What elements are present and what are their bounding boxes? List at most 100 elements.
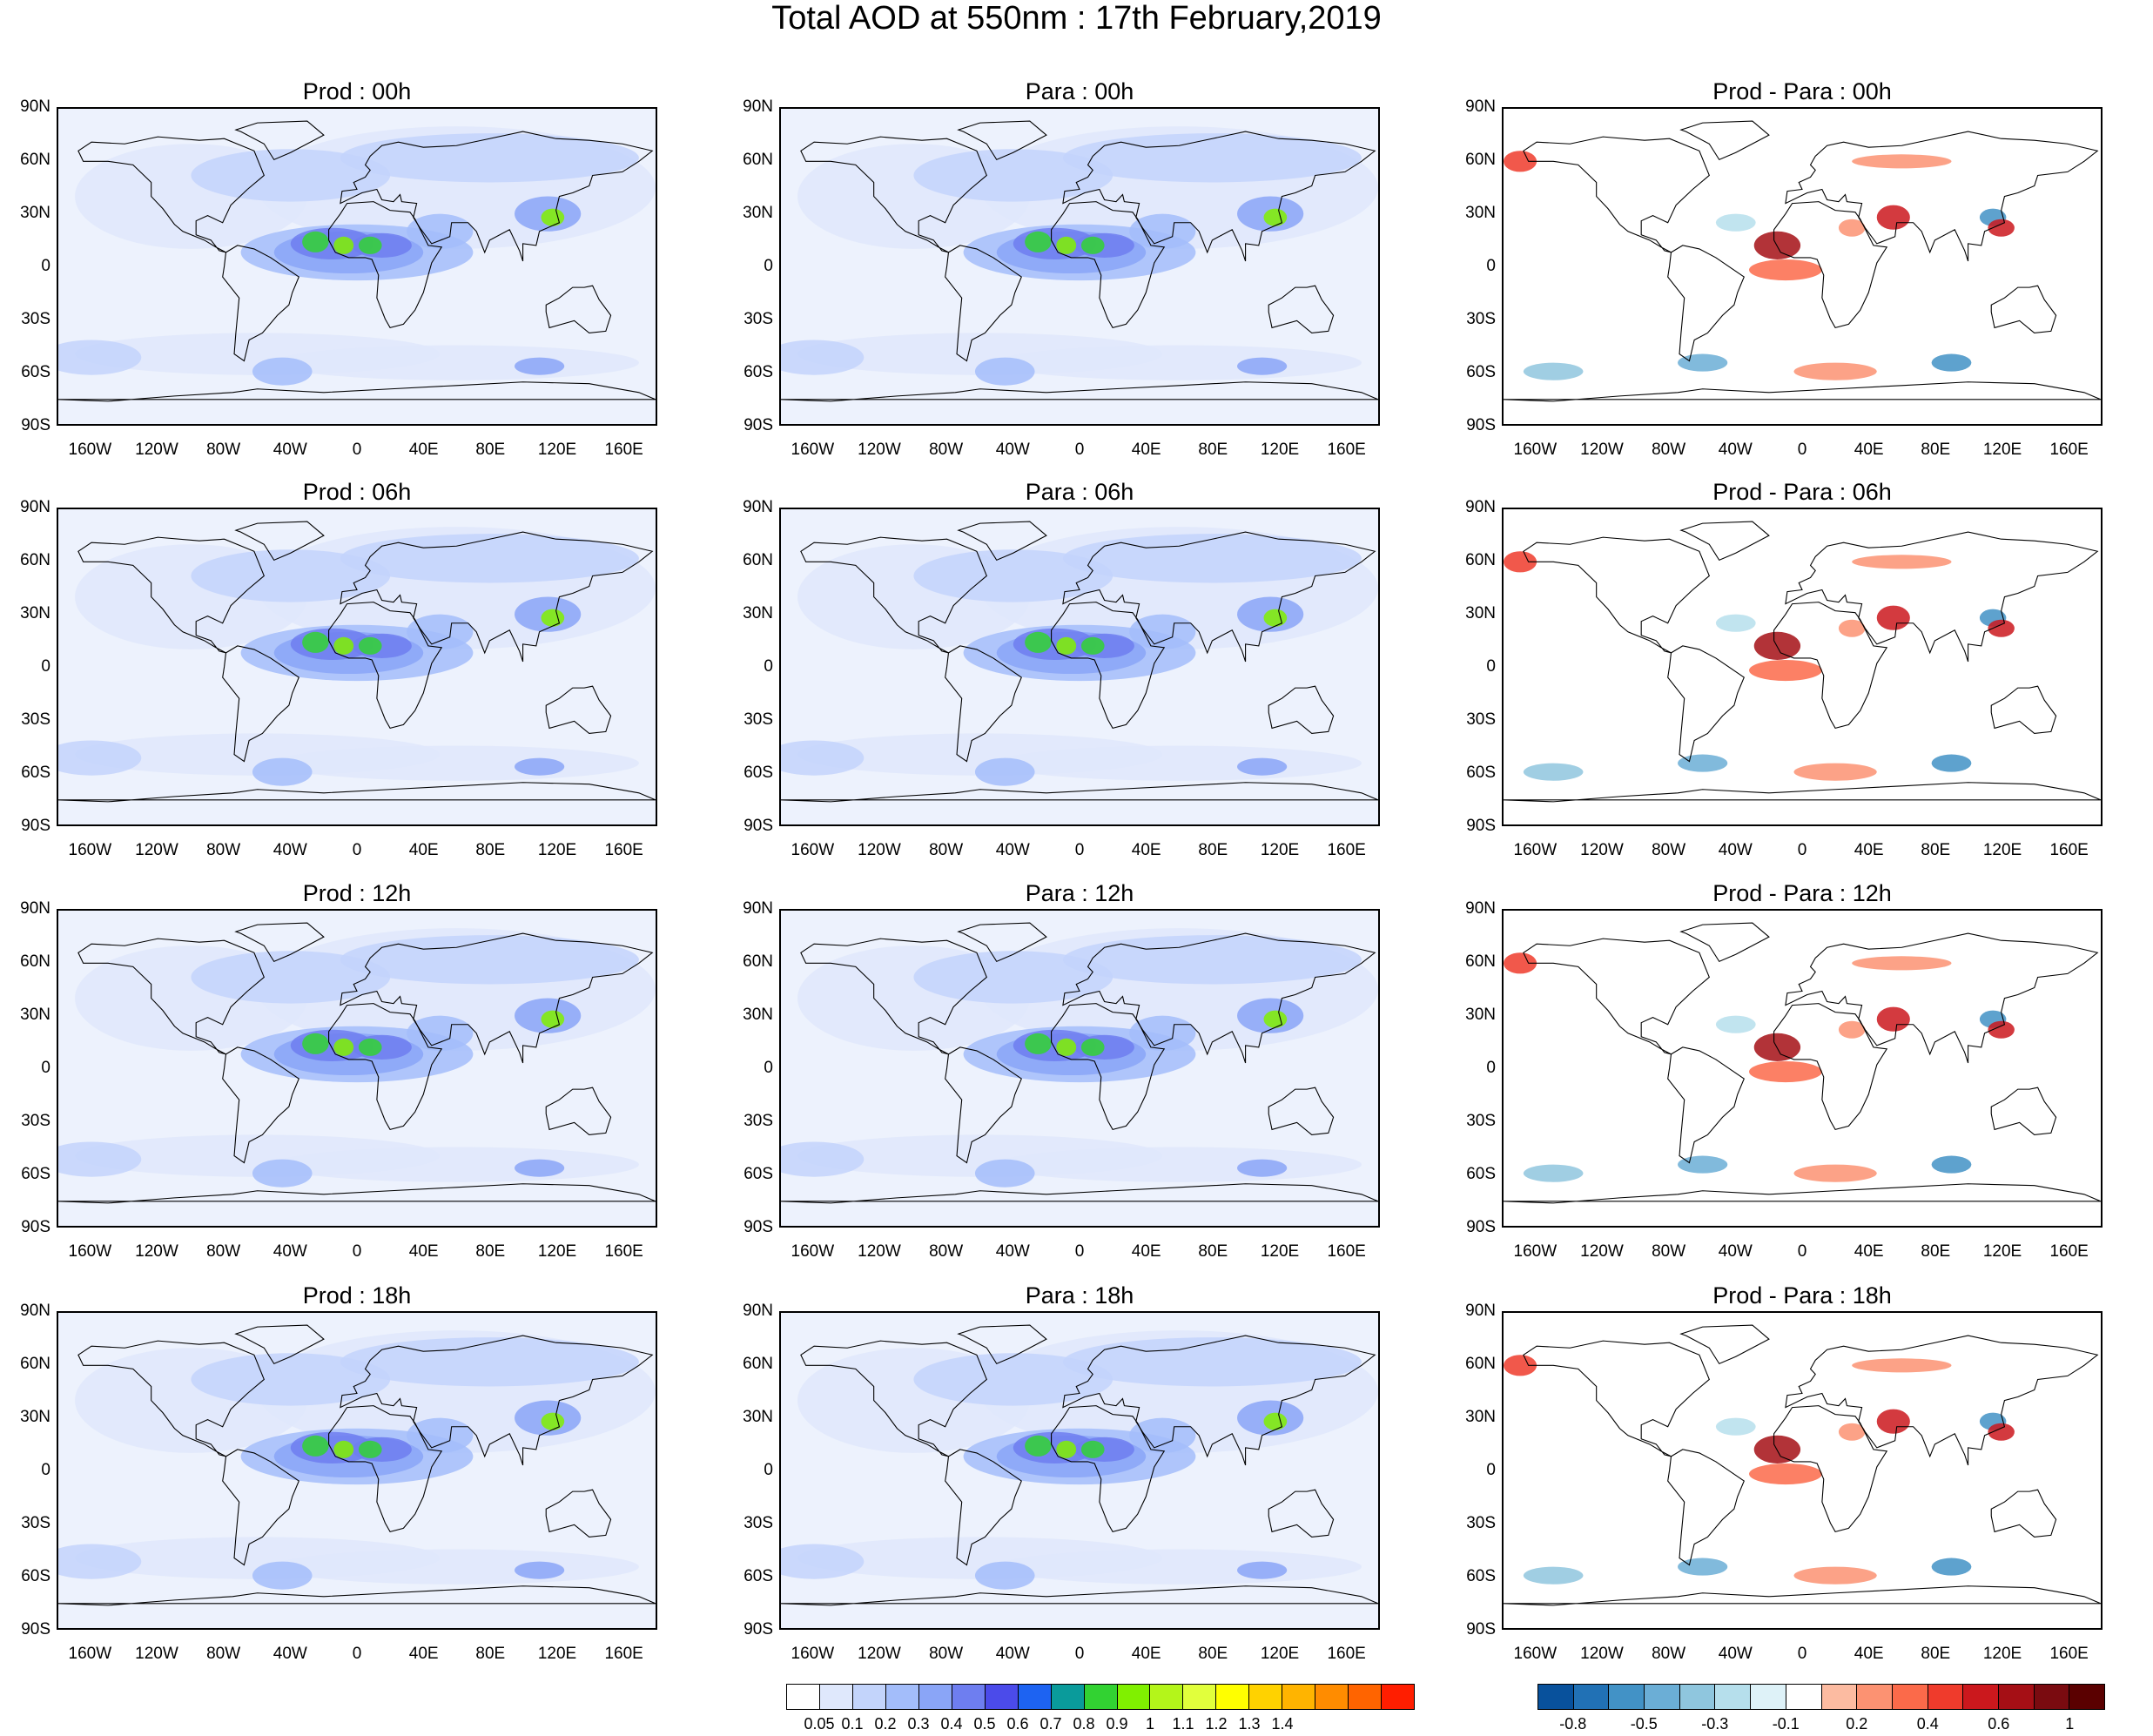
aerosol-blob — [58, 1141, 142, 1177]
lat-tick-label: 60S — [21, 363, 50, 381]
aerosol-blob — [191, 951, 391, 1004]
lon-tick-label: 40W — [272, 841, 307, 859]
colorbar-box — [1051, 1685, 1085, 1709]
lon-tick-label: 40E — [1854, 1645, 1884, 1663]
aerosol-blob — [1852, 555, 1952, 569]
colorbar-box — [1150, 1685, 1184, 1709]
aerosol-blob — [996, 1549, 1362, 1585]
colorbar-label: 0.4 — [1916, 1715, 1939, 1733]
colorbar-label: 1.4 — [1271, 1715, 1294, 1733]
lon-tick-label: 80E — [1921, 441, 1951, 459]
map-plot — [57, 107, 657, 426]
aerosol-blob — [1931, 754, 1972, 772]
aerosol-blob — [333, 1038, 354, 1056]
lon-tick-label: 80W — [929, 1645, 964, 1663]
coastline — [1990, 1087, 2057, 1136]
lat-tick-label: 0 — [41, 1059, 50, 1077]
colorbar-box — [918, 1685, 952, 1709]
lon-tick-label: 160E — [604, 441, 643, 459]
aerosol-blob — [1715, 1417, 1756, 1436]
colorbar-label: 0.05 — [804, 1715, 835, 1733]
coastline — [1667, 645, 1745, 763]
lon-tick-label: 80W — [1652, 841, 1686, 859]
colorbar-box — [1382, 1685, 1415, 1709]
lat-tick-label: 60N — [20, 151, 50, 169]
colorbar-label: 0.3 — [907, 1715, 930, 1733]
colorbar-box — [1183, 1685, 1217, 1709]
lon-tick-label: 80E — [475, 1645, 506, 1663]
lat-tick-label: 60N — [1465, 1355, 1496, 1373]
colorbar-label: 0.6 — [1006, 1715, 1029, 1733]
lon-tick-label: 160E — [1327, 1645, 1366, 1663]
panel-title: Para : 18h — [1025, 1282, 1134, 1309]
lon-tick-label: 160W — [68, 1242, 112, 1261]
lat-tick-label: 0 — [764, 1059, 773, 1077]
aerosol-blob — [333, 236, 354, 254]
lat-tick-label: 30N — [1465, 204, 1496, 222]
aerosol-blob — [1988, 1020, 2015, 1039]
map-panel: Prod - Para : 18h 90N 60N 30N 0 30S 60S 90S 160W… — [1445, 1282, 2107, 1663]
aerosol-blob — [1678, 1558, 1728, 1576]
aerosol-blob — [1080, 1440, 1105, 1458]
lon-tick-label: 40E — [1854, 841, 1884, 859]
coastline — [800, 536, 987, 654]
lon-tick-label: 40W — [995, 1242, 1030, 1261]
aerosol-blob — [407, 213, 474, 249]
aerosol-blob — [1056, 1440, 1077, 1458]
colorbar-label: 0.8 — [1073, 1715, 1095, 1733]
lat-tick-label: 30S — [21, 310, 50, 328]
map-plot — [1502, 107, 2103, 426]
lat-tick-label: 60N — [743, 551, 773, 569]
lon-tick-label: 80W — [206, 1645, 241, 1663]
aerosol-blob — [1080, 236, 1105, 254]
aerosol-blob — [974, 757, 1035, 786]
coastline — [340, 531, 654, 663]
aerosol-blob — [302, 231, 329, 252]
aerosol-blob — [541, 208, 565, 226]
lon-tick-label: 120E — [537, 841, 577, 859]
aerosol-blob — [1838, 219, 1866, 237]
colorbar-box — [1821, 1685, 1858, 1709]
coastline — [234, 120, 325, 161]
aerosol-blob — [913, 1353, 1114, 1406]
coastline — [957, 521, 1047, 562]
lat-tick-label: 30S — [1466, 1112, 1496, 1130]
lat-tick-label: 30S — [1466, 1514, 1496, 1532]
coastline — [340, 932, 654, 1064]
lon-tick-label: 0 — [1797, 1242, 1807, 1261]
colorbar-box — [1609, 1685, 1645, 1709]
coastline — [545, 685, 612, 735]
lat-tick-label: 90S — [743, 1218, 773, 1236]
panel-title: Para : 06h — [1025, 479, 1134, 505]
lon-tick-label: 80E — [475, 441, 506, 459]
aerosol-blob — [515, 1561, 565, 1579]
aerosol-blob — [358, 236, 382, 254]
lat-tick-label: 60S — [1466, 363, 1496, 381]
panel-title: Prod - Para : 18h — [1712, 1282, 1892, 1309]
lon-tick-label: 160E — [1327, 841, 1366, 859]
lat-tick-label: 30N — [743, 204, 773, 222]
lon-tick-label: 120W — [858, 1645, 901, 1663]
lon-tick-label: 120E — [537, 1645, 577, 1663]
lat-tick-label: 30N — [20, 604, 50, 622]
lon-tick-label: 80W — [206, 441, 241, 459]
colorbar-box — [1018, 1685, 1052, 1709]
lon-tick-label: 80E — [1921, 1645, 1951, 1663]
aerosol-blob — [781, 740, 865, 776]
aerosol-blob — [1749, 1060, 1822, 1083]
colorbar-label: -0.1 — [1772, 1715, 1800, 1733]
lon-tick-label: 40E — [408, 1645, 439, 1663]
lon-tick-label: 0 — [352, 441, 362, 459]
aerosol-blob — [1237, 1561, 1288, 1579]
aerosol-blob — [781, 1544, 865, 1579]
coastline — [1785, 932, 2099, 1064]
coastline — [945, 1046, 1022, 1164]
aerosol-blob — [1988, 219, 2015, 237]
lat-tick-label: 60S — [1466, 1567, 1496, 1585]
coastline — [1268, 685, 1335, 735]
lon-tick-label: 40W — [1718, 841, 1753, 859]
aerosol-blob — [1025, 231, 1052, 252]
coastline — [1062, 1335, 1376, 1466]
lat-tick-label: 30N — [20, 1408, 50, 1426]
colorbar-box — [1573, 1685, 1610, 1709]
